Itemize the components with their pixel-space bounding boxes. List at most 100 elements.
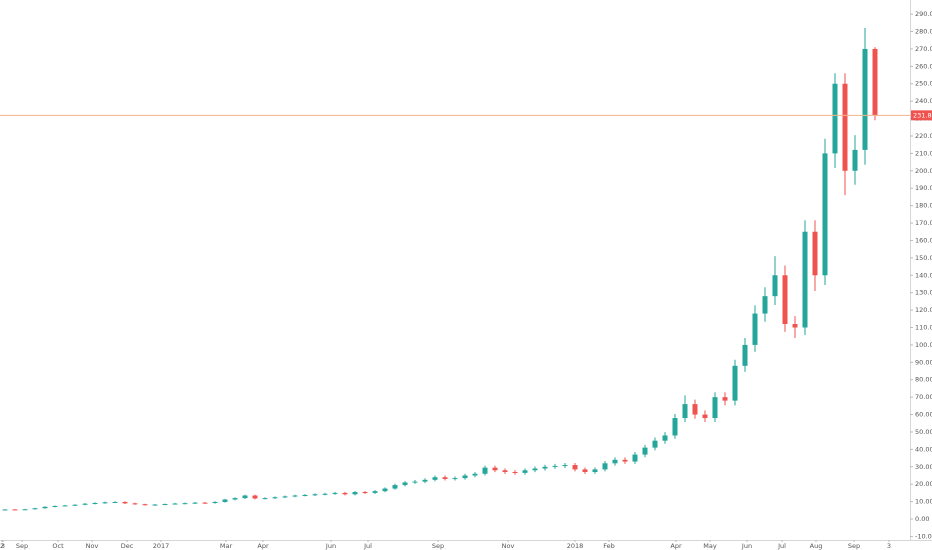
candle-body — [792, 324, 798, 328]
candle-body — [492, 467, 498, 471]
candle-body — [152, 504, 158, 506]
y-tick-label: 30.00 — [915, 463, 932, 471]
y-tick-label: 10.00 — [915, 498, 932, 506]
x-tick-label: May — [703, 542, 717, 550]
candle-body — [72, 504, 78, 506]
candle-body — [292, 495, 298, 497]
candle-body — [322, 493, 328, 495]
candle-body — [142, 504, 148, 506]
candle-body — [652, 440, 658, 448]
candle-body — [632, 454, 638, 462]
x-tick-label: Sep — [16, 542, 28, 550]
x-tick-label: Oct — [52, 542, 64, 550]
candle-body — [242, 495, 248, 499]
x-tick-label: Mar — [220, 542, 233, 550]
candle-body — [382, 488, 388, 492]
candle-body — [842, 83, 848, 171]
candle-body — [272, 497, 278, 499]
candle-body — [782, 275, 788, 325]
candle-body — [672, 418, 678, 436]
candle-body — [852, 149, 858, 171]
candle-body — [512, 472, 518, 474]
y-tick-label: 140.00 — [915, 271, 932, 279]
candle-body — [162, 504, 168, 506]
candle-body — [2, 509, 8, 511]
y-tick-label: 260.00 — [915, 62, 932, 70]
candle-body — [112, 501, 118, 503]
candle-body — [262, 498, 268, 500]
candle-body — [352, 492, 358, 495]
candle-body — [502, 470, 508, 473]
candle-body — [82, 503, 88, 505]
candle-body — [282, 496, 288, 498]
x-tick-label: Sep — [432, 542, 444, 550]
candle-body — [122, 501, 128, 504]
y-tick-label: 240.00 — [915, 97, 932, 105]
y-tick-label: 80.00 — [915, 376, 932, 384]
x-tick-label: Jun — [325, 542, 336, 550]
candle-body — [582, 469, 588, 473]
x-tick-label: Feb — [603, 542, 615, 550]
x-tick-label: Apr — [670, 542, 682, 550]
x-tick-label: 2018 — [567, 542, 584, 550]
y-tick-label: 100.00 — [915, 341, 932, 349]
x-tick-label: Aug — [810, 542, 823, 550]
candle-body — [472, 473, 478, 476]
candle-body — [342, 492, 348, 495]
candle-body — [662, 435, 668, 441]
last-price-label: 231.86 — [913, 111, 932, 119]
x-tick-label: Apr — [257, 542, 269, 550]
candle-body — [132, 503, 138, 505]
y-tick-label: 280.00 — [915, 28, 932, 36]
candle-body — [812, 231, 818, 276]
candle-body — [212, 501, 218, 504]
y-tick-label: 110.00 — [915, 324, 932, 332]
candle-body — [572, 465, 578, 470]
x-tick-label: Jul — [363, 542, 372, 550]
x-tick-label: 2017 — [153, 542, 170, 550]
candle-body — [232, 498, 238, 500]
candle-body — [712, 397, 718, 419]
candle-body — [862, 48, 868, 150]
candle-body — [752, 313, 758, 345]
candle-body — [742, 344, 748, 366]
candle-body — [562, 465, 568, 467]
candle-body — [802, 231, 808, 328]
candle-body — [62, 505, 68, 507]
y-tick-label: 250.00 — [915, 80, 932, 88]
candle-body — [702, 414, 708, 419]
candle-body — [772, 275, 778, 297]
candle-body — [682, 404, 688, 419]
x-tick-label: 2 — [0, 542, 4, 550]
candle-body — [52, 505, 58, 507]
candle-body — [612, 459, 618, 464]
candle-body — [432, 477, 438, 480]
candle-body — [722, 397, 728, 401]
last-price-badge — [911, 110, 932, 121]
x-tick-label: Dec — [121, 542, 134, 550]
candle-body — [402, 482, 408, 486]
y-tick-label: 150.00 — [915, 254, 932, 262]
candle-body — [542, 466, 548, 469]
candle-body — [302, 494, 308, 496]
y-tick-label: 50.00 — [915, 428, 932, 436]
candle-body — [592, 469, 598, 473]
candle-body — [452, 478, 458, 480]
y-tick-label: 70.00 — [915, 393, 932, 401]
y-tick-label: 20.00 — [915, 480, 932, 488]
y-tick-label: 160.00 — [915, 236, 932, 244]
candle-body — [172, 503, 178, 505]
candle-body — [312, 494, 318, 496]
candle-body — [372, 491, 378, 493]
candle-body — [392, 485, 398, 489]
candle-body — [362, 492, 368, 494]
y-tick-label: 220.00 — [915, 132, 932, 140]
candle-body — [252, 495, 258, 499]
y-tick-label: 120.00 — [915, 306, 932, 314]
candle-body — [332, 492, 338, 494]
y-tick-label: 270.00 — [915, 45, 932, 53]
candle-body — [482, 467, 488, 474]
candle-body — [182, 503, 188, 505]
